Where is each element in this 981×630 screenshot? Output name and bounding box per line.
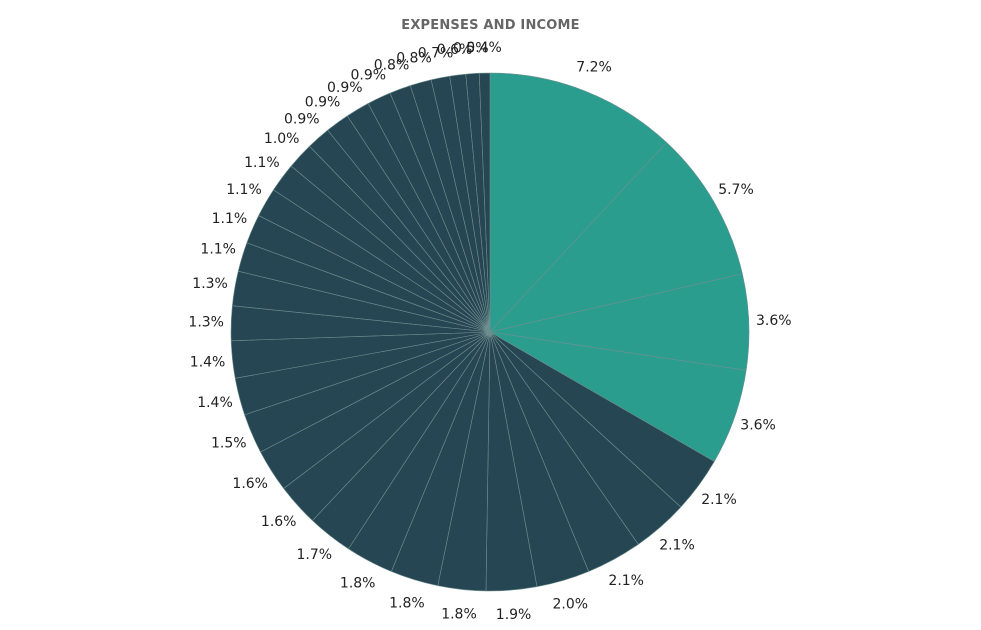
slice-label-31: 0.8% — [396, 50, 432, 66]
slice-label-33: 0.6% — [437, 42, 473, 58]
slice-label-23: 1.1% — [226, 182, 262, 198]
slice-label-1: 7.2% — [576, 60, 612, 76]
pie-labels: 7.2% 5.7% 3.6% 3.6% 2.1% 2.1% 2.1% 2.0% 1.9% 1.8%… — [188, 40, 791, 623]
slice-label-6: 2.1% — [659, 538, 695, 554]
chart-title: EXPENSES AND INCOME — [401, 18, 580, 33]
slice-label-4: 3.6% — [740, 418, 776, 434]
slice-label-26: 0.9% — [284, 111, 320, 127]
slice-label-2: 5.7% — [718, 182, 754, 198]
pie-slice-1[interactable] — [489, 72, 667, 333]
slice-label-17: 1.4% — [197, 395, 233, 411]
pie-slice-2[interactable] — [489, 142, 743, 333]
slice-label-13: 1.7% — [297, 547, 333, 563]
slice-label-21: 1.1% — [200, 242, 236, 258]
slice-label-34: 0.5% — [453, 41, 489, 57]
slice-label-19: 1.3% — [188, 314, 224, 330]
slice-label-15: 1.6% — [232, 476, 268, 492]
slice-label-11: 1.8% — [389, 596, 425, 612]
slice-label-3: 3.6% — [756, 313, 792, 329]
pie-slices — [230, 72, 750, 592]
slice-label-20: 1.3% — [192, 276, 228, 292]
slice-label-14: 1.6% — [261, 514, 297, 530]
slice-label-32: 0.7% — [418, 45, 454, 61]
slice-label-8: 2.0% — [553, 596, 589, 612]
slice-label-16: 1.5% — [211, 436, 247, 452]
slice-label-7: 2.1% — [608, 573, 644, 589]
slice-label-22: 1.1% — [212, 211, 248, 227]
slice-label-24: 1.1% — [244, 155, 280, 171]
slice-label-9: 1.9% — [496, 607, 532, 623]
slice-label-18: 1.4% — [190, 354, 226, 370]
slice-label-12: 1.8% — [340, 575, 376, 591]
slice-label-35: 0.4% — [466, 40, 502, 56]
pie-slice-35[interactable] — [478, 72, 491, 333]
slice-label-5: 2.1% — [701, 492, 737, 508]
slice-label-10: 1.8% — [441, 606, 477, 622]
slice-label-28: 0.9% — [327, 80, 363, 96]
slice-label-25: 1.0% — [264, 131, 300, 147]
slice-label-29: 0.9% — [351, 67, 387, 83]
slice-label-30: 0.8% — [374, 58, 410, 74]
slice-label-27: 0.9% — [305, 95, 341, 111]
